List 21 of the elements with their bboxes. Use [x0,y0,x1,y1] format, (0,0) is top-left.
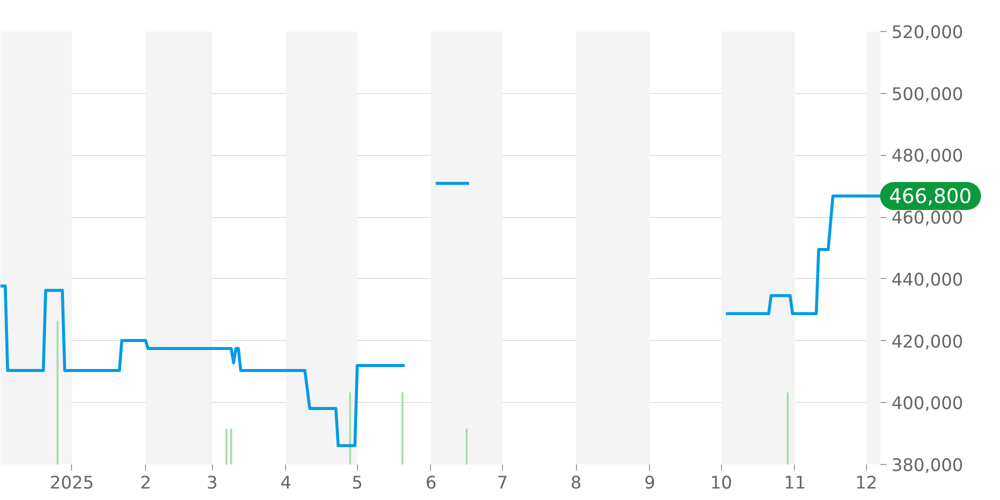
y-tick-label: 480,000 [892,146,964,167]
y-tick-label: 380,000 [892,456,964,476]
y-tick-label: 520,000 [892,23,964,43]
x-tick-label: 8 [570,474,582,494]
x-tick-label: 11 [784,474,806,494]
x-tick-label: 12 [855,474,878,494]
x-tick-label: 9 [644,474,656,494]
x-tick-label: 2 [140,474,152,494]
y-tick-label: 400,000 [892,394,964,414]
x-tick-label: 3 [206,474,218,494]
x-tick-label: 4 [280,474,292,494]
y-tick-label: 460,000 [892,208,964,229]
y-tick-label: 440,000 [892,270,964,290]
x-tick-label: 6 [425,474,437,494]
y-tick-label: 500,000 [892,84,964,105]
x-tick-label: 10 [710,474,732,494]
x-tick-label: 5 [352,474,363,494]
x-tick-label: 2025 [50,474,94,494]
y-tick-label: 420,000 [892,332,964,352]
annotation: 466,800 [880,182,981,210]
x-tick-label: 7 [496,474,508,494]
